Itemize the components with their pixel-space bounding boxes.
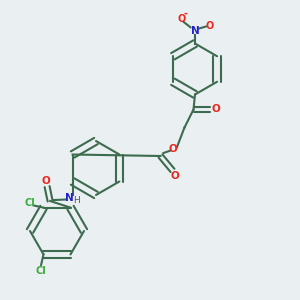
Text: N: N: [65, 193, 74, 203]
Text: O: O: [170, 171, 179, 181]
Text: O: O: [211, 104, 220, 115]
Text: Cl: Cl: [35, 266, 46, 276]
Text: Cl: Cl: [24, 197, 35, 208]
Text: O: O: [177, 14, 186, 25]
Text: O: O: [168, 143, 177, 154]
Text: -: -: [183, 9, 187, 19]
Text: H: H: [73, 196, 80, 205]
Text: O: O: [41, 176, 50, 186]
Text: N: N: [190, 26, 200, 36]
Text: O: O: [206, 21, 214, 32]
